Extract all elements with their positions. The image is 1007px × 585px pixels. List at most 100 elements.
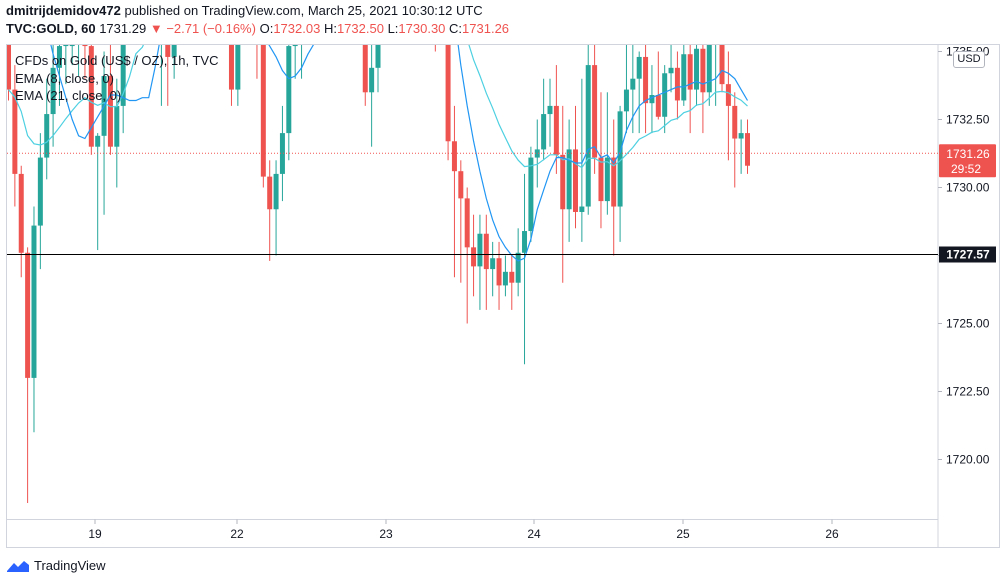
candle-body xyxy=(604,157,610,202)
candle-body xyxy=(572,149,578,212)
candle-body xyxy=(560,154,566,210)
candle-body xyxy=(63,45,69,47)
candle-body xyxy=(464,198,470,248)
high-label: H: xyxy=(323,21,337,36)
candle-body xyxy=(674,67,680,101)
candle-body xyxy=(713,32,718,40)
candle-body xyxy=(286,46,292,134)
time-tick-label: 24 xyxy=(527,527,541,541)
symbol-label: TVC:GOLD, 60 xyxy=(6,21,96,36)
time-tick-label: 22 xyxy=(230,527,244,541)
candle-body xyxy=(598,157,604,202)
candle-body xyxy=(471,247,477,267)
candle-body xyxy=(725,84,731,106)
candle-body xyxy=(50,67,56,115)
bar-countdown-label: 29:52 xyxy=(951,162,981,176)
tradingview-brand[interactable]: TradingView xyxy=(6,558,106,573)
close-value: 1731.26 xyxy=(462,21,510,36)
legend-ema-slow[interactable]: EMA (21, close, 0) xyxy=(15,88,122,103)
price-tick-label: 1722.50 xyxy=(946,385,990,399)
candle-body xyxy=(260,45,266,177)
candle-body xyxy=(509,271,515,283)
price-tick-label: 1725.00 xyxy=(946,317,990,331)
time-tick-label: 23 xyxy=(379,527,393,541)
candle-body xyxy=(732,105,738,139)
candle-body xyxy=(477,233,483,267)
candle-body xyxy=(375,45,381,68)
candle-body xyxy=(649,95,655,104)
candle-body xyxy=(623,89,629,112)
published-info: published on TradingView.com, March 25, … xyxy=(124,3,483,18)
down-arrow-icon: ▼ xyxy=(149,21,163,36)
candle-body xyxy=(228,45,234,90)
candle-body xyxy=(496,258,502,286)
legend-title: CFDs on Gold (US$ / OZ), 1h, TVC xyxy=(15,53,219,68)
level-price-tag xyxy=(939,246,996,263)
candle-body xyxy=(585,65,591,207)
candle-body xyxy=(528,157,534,232)
close-label: C: xyxy=(449,21,463,36)
time-tick-label: 26 xyxy=(825,527,839,541)
candle-body xyxy=(636,56,642,79)
time-tick-label: 19 xyxy=(88,527,102,541)
low-value: 1730.30 xyxy=(398,21,446,36)
candle-body xyxy=(88,46,94,147)
candle-body xyxy=(267,176,273,210)
price-tick-label: 1732.50 xyxy=(946,113,990,127)
candle-body xyxy=(95,135,101,147)
ema-fast-line xyxy=(50,45,749,262)
candle-body xyxy=(82,45,88,47)
candle-body xyxy=(655,95,661,117)
candle-body xyxy=(7,45,11,90)
candle-body xyxy=(12,89,18,174)
candle-body xyxy=(254,0,259,11)
candle-body xyxy=(687,54,693,90)
candle-body xyxy=(617,111,623,207)
candle-body xyxy=(592,65,598,158)
price-change: −2.71 (−0.16%) xyxy=(166,21,256,36)
candle-body xyxy=(451,141,457,172)
author-name[interactable]: dmitrijdemidov472 xyxy=(6,3,121,18)
candle-body xyxy=(292,45,298,47)
candle-body xyxy=(445,45,451,142)
candle-body xyxy=(534,149,540,158)
candle-body xyxy=(31,225,37,378)
candle-body xyxy=(382,3,387,30)
level-price-label: 1727.57 xyxy=(946,248,990,262)
candle-body xyxy=(18,173,24,253)
ema-slow-line xyxy=(8,45,748,169)
low-label: L: xyxy=(387,21,399,36)
last-price: 1731.29 xyxy=(99,21,147,36)
publish-line: dmitrijdemidov472 published on TradingVi… xyxy=(6,3,483,18)
ohlc-line: TVC:GOLD, 60 1731.29 ▼ −2.71 (−0.16%) O:… xyxy=(6,21,509,36)
candle-body xyxy=(515,252,521,283)
tradingview-logo-icon xyxy=(7,560,29,572)
candle-body xyxy=(362,45,368,93)
candle-body xyxy=(579,206,585,212)
candle-body xyxy=(668,67,674,74)
time-tick-label: 25 xyxy=(676,527,690,541)
candle-body xyxy=(541,114,547,150)
candle-body xyxy=(662,73,668,117)
candle-body xyxy=(738,133,744,139)
legend-ema-fast[interactable]: EMA (8, close, 0) xyxy=(15,71,114,86)
candle-body xyxy=(694,48,700,90)
currency-button[interactable]: USD xyxy=(953,51,985,68)
open-value: 1732.03 xyxy=(273,21,321,36)
current-price-tag xyxy=(939,144,996,178)
candle-body xyxy=(611,157,617,207)
candle-body xyxy=(165,45,171,57)
candle-body xyxy=(643,56,649,104)
candle-body xyxy=(483,233,489,270)
candle-body xyxy=(171,45,177,57)
candle-body xyxy=(566,149,572,210)
candle-body xyxy=(700,48,706,93)
candle-body xyxy=(719,45,725,85)
candle-body xyxy=(388,0,393,3)
candle-body xyxy=(279,133,285,174)
candle-body xyxy=(114,105,120,147)
candle-body xyxy=(56,46,62,68)
candle-body xyxy=(107,75,113,147)
candle-body xyxy=(490,258,496,270)
